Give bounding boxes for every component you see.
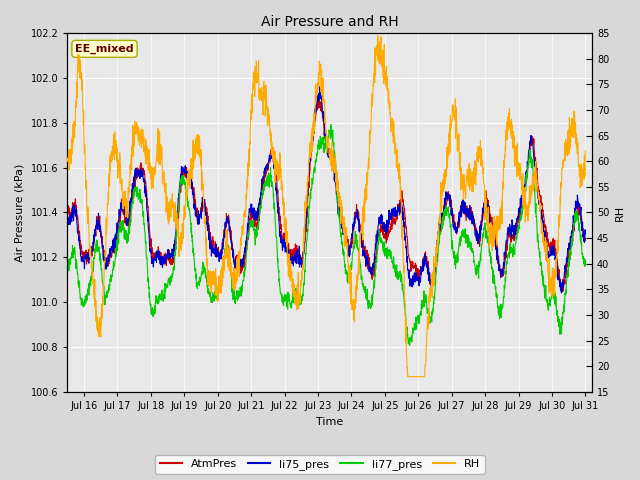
Title: Air Pressure and RH: Air Pressure and RH bbox=[261, 15, 399, 29]
X-axis label: Time: Time bbox=[316, 417, 343, 427]
Y-axis label: Air Pressure (kPa): Air Pressure (kPa) bbox=[15, 163, 25, 262]
Y-axis label: RH: RH bbox=[615, 204, 625, 220]
Legend: AtmPres, li75_pres, li77_pres, RH: AtmPres, li75_pres, li77_pres, RH bbox=[156, 455, 484, 474]
Text: EE_mixed: EE_mixed bbox=[76, 44, 134, 54]
